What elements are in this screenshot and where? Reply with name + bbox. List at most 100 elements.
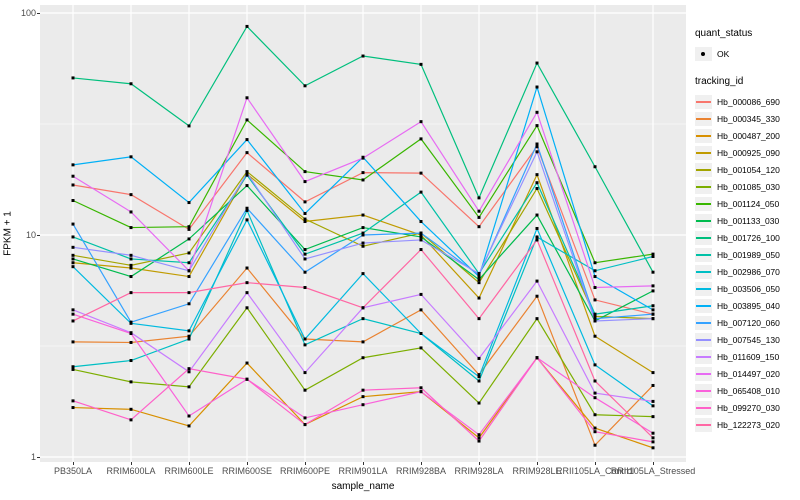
- data-point: [129, 82, 133, 86]
- data-point: [419, 386, 423, 390]
- data-point: [187, 367, 191, 371]
- line-swatch-icon: [696, 168, 711, 171]
- line-swatch-icon: [696, 270, 711, 273]
- data-point: [419, 308, 423, 312]
- legend-key-swatch: [695, 162, 712, 177]
- data-point: [419, 233, 423, 237]
- data-point: [477, 215, 481, 219]
- line-swatch-icon: [696, 372, 711, 375]
- legend-label: Hb_001726_100: [717, 232, 780, 243]
- y-tick-label: 100: [20, 8, 36, 18]
- legend-key-swatch: [695, 230, 712, 245]
- legend-item-ok: OK: [695, 45, 800, 62]
- legend-item-Hb_000487_200: Hb_000487_200: [695, 127, 800, 144]
- legend-item-Hb_001133_030: Hb_001133_030: [695, 212, 800, 229]
- data-point: [361, 388, 365, 392]
- x-tick-mark: [363, 462, 364, 465]
- legend-key-swatch: [695, 128, 712, 143]
- data-point: [245, 184, 249, 188]
- data-point: [593, 286, 597, 290]
- data-point: [71, 367, 75, 371]
- data-point: [245, 138, 249, 142]
- data-point: [71, 399, 75, 403]
- data-point: [535, 356, 539, 360]
- legend-label: Hb_000345_330: [717, 113, 780, 124]
- data-point: [129, 257, 133, 261]
- y-tick-label: 1: [30, 452, 36, 462]
- data-point: [535, 294, 539, 298]
- data-point: [361, 241, 365, 245]
- data-point: [187, 414, 191, 418]
- line-swatch-icon: [696, 219, 711, 222]
- legend-item-Hb_065408_010: Hb_065408_010: [695, 382, 800, 399]
- legend-key-swatch: [695, 349, 712, 364]
- legend-item-Hb_001989_050: Hb_001989_050: [695, 246, 800, 263]
- x-tick-mark: [479, 462, 480, 465]
- data-point: [477, 196, 481, 200]
- data-point: [245, 377, 249, 381]
- data-point: [303, 220, 307, 224]
- line-swatch-icon: [696, 321, 711, 324]
- legend-label: Hb_011609_150: [717, 351, 780, 362]
- data-point: [651, 284, 655, 288]
- data-point: [129, 407, 133, 411]
- data-point: [361, 226, 365, 230]
- data-point: [651, 404, 655, 408]
- data-point: [187, 385, 191, 389]
- data-point: [303, 371, 307, 375]
- data-point: [593, 430, 597, 434]
- data-point: [303, 248, 307, 252]
- legend-item-Hb_001124_050: Hb_001124_050: [695, 195, 800, 212]
- data-point: [419, 220, 423, 224]
- data-point: [361, 395, 365, 399]
- data-point: [187, 291, 191, 295]
- point-icon: [701, 51, 705, 56]
- data-point: [245, 151, 249, 155]
- data-point: [419, 137, 423, 141]
- data-point: [361, 233, 365, 237]
- data-point: [303, 217, 307, 221]
- data-point: [187, 370, 191, 374]
- legend-key-swatch: [695, 247, 712, 262]
- data-point: [187, 424, 191, 428]
- data-point: [419, 190, 423, 194]
- data-point: [593, 269, 597, 273]
- x-tick-label-RRIM600SE: RRIM600SE: [221, 466, 273, 476]
- line-swatch-icon: [696, 406, 711, 409]
- data-point: [651, 308, 655, 312]
- data-point: [593, 261, 597, 265]
- data-point: [245, 24, 249, 28]
- legend-label: Hb_000925_090: [717, 147, 780, 158]
- x-tick-mark: [247, 462, 248, 465]
- legend-key-swatch: [695, 315, 712, 330]
- data-point: [535, 110, 539, 114]
- legend-key-swatch: [695, 366, 712, 381]
- legend-label: Hb_002986_070: [717, 266, 780, 277]
- legend-item-Hb_007120_060: Hb_007120_060: [695, 314, 800, 331]
- data-point: [361, 178, 365, 182]
- legend-key-swatch: [695, 383, 712, 398]
- data-point: [593, 314, 597, 318]
- legend-title-tracking-id: tracking_id: [695, 76, 744, 87]
- data-point: [477, 439, 481, 443]
- data-point: [303, 337, 307, 341]
- line-swatch-icon: [696, 389, 711, 392]
- data-point: [651, 255, 655, 259]
- data-point: [535, 213, 539, 217]
- data-point: [361, 156, 365, 160]
- data-point: [303, 416, 307, 420]
- legend-key-swatch: [695, 196, 712, 211]
- x-axis-title: sample_name: [331, 481, 395, 492]
- data-point: [535, 173, 539, 177]
- data-point: [477, 296, 481, 300]
- data-point: [361, 306, 365, 310]
- data-point: [71, 163, 75, 167]
- data-point: [303, 423, 307, 427]
- data-point: [593, 391, 597, 395]
- data-point: [535, 142, 539, 146]
- legend-key-swatch: [695, 111, 712, 126]
- legend-label: Hb_001085_030: [717, 181, 780, 192]
- y-axis-title: FPKM + 1: [2, 211, 14, 256]
- line-swatch-icon: [696, 287, 711, 290]
- data-point: [593, 334, 597, 338]
